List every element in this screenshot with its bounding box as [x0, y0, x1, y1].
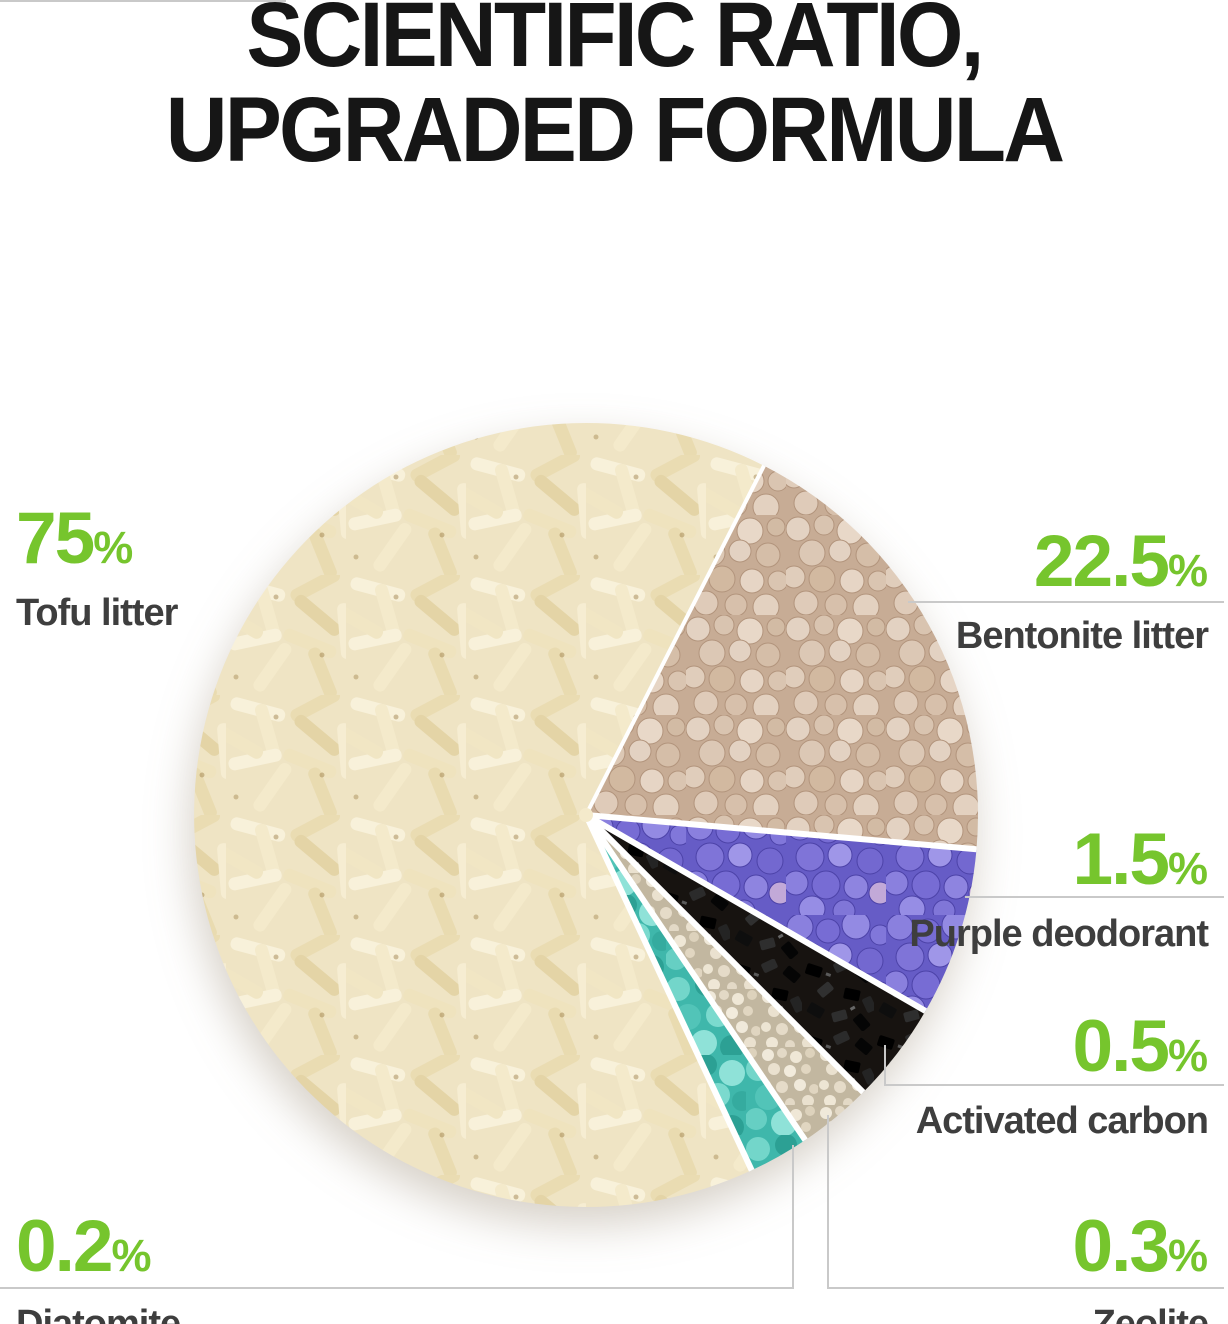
pie-slice-zeolite: [586, 815, 864, 1141]
callout-bentonite-litter-value: 22.5%: [1033, 521, 1208, 602]
callout-purple-deodorant-value: 1.5%: [1072, 819, 1209, 900]
connector-bentonite-litter: [908, 601, 1224, 603]
callout-diatomite-label: Diatomite: [16, 1303, 181, 1324]
callout-activated-carbon: 0.5% Activated carbon: [915, 1006, 1209, 1143]
callout-zeolite-value: 0.3%: [1072, 1206, 1209, 1287]
pie-slice-purple-deodorant: [586, 815, 977, 1011]
connector-activated-carbon-vertical: [884, 1045, 886, 1086]
pie-slice-seams: [583, 464, 977, 1172]
callout-diatomite-value: 0.2%: [16, 1206, 152, 1287]
page-title-line1: SCIENTIFIC RATIO,: [246, 0, 984, 86]
callout-zeolite-label: Zeolite: [1092, 1303, 1209, 1324]
pie-slice-bentonite-litter: [586, 465, 978, 850]
callout-tofu-litter-label: Tofu litter: [16, 592, 178, 634]
pie-slice-activated-carbon: [586, 815, 926, 1093]
connector-zeolite: [828, 1287, 1224, 1289]
callout-activated-carbon-value: 0.5%: [1072, 1006, 1209, 1087]
callout-activated-carbon-label: Activated carbon: [915, 1100, 1209, 1142]
callout-diatomite: 0.2% Diatomite: [16, 1206, 181, 1324]
connector-diatomite: [0, 1287, 794, 1289]
connector-activated-carbon: [884, 1084, 1224, 1086]
page-title: SCIENTIFIC RATIO, UPGRADED FORMULA: [43, 0, 1185, 178]
connector-diatomite-vertical: [792, 1145, 794, 1289]
pie-slice-diatomite: [586, 815, 806, 1171]
pie-chart-svg: [194, 423, 978, 1208]
pie-center-dot: [579, 808, 593, 822]
page-title-line2: UPGRADED FORMULA: [165, 79, 1065, 181]
callout-bentonite-litter: 22.5% Bentonite litter: [955, 521, 1209, 658]
callout-tofu-litter-value: 75%: [16, 498, 134, 579]
callout-tofu-litter: 75% Tofu litter: [16, 498, 178, 635]
callout-bentonite-litter-label: Bentonite litter: [955, 615, 1209, 657]
callout-purple-deodorant-label: Purple deodorant: [909, 913, 1209, 955]
connector-purple-deodorant: [965, 896, 1224, 898]
pie-slice-tofu-litter: [194, 423, 764, 1208]
callout-zeolite: 0.3% Zeolite: [1072, 1206, 1210, 1324]
connector-tofu-litter: [0, 0, 286, 2]
callout-purple-deodorant: 1.5% Purple deodorant: [909, 819, 1209, 956]
pie-chart: [194, 423, 978, 1208]
connector-zeolite-vertical: [827, 1115, 829, 1289]
